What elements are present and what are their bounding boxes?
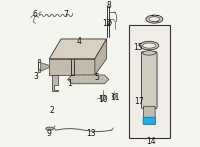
Text: 16: 16 bbox=[150, 15, 160, 24]
FancyBboxPatch shape bbox=[141, 52, 157, 108]
Text: 4: 4 bbox=[77, 37, 82, 46]
Circle shape bbox=[108, 21, 111, 25]
Text: 6: 6 bbox=[33, 10, 38, 19]
Text: 7: 7 bbox=[64, 10, 69, 19]
Ellipse shape bbox=[149, 17, 160, 21]
Ellipse shape bbox=[140, 41, 159, 50]
Text: 15: 15 bbox=[133, 42, 143, 52]
Text: 2: 2 bbox=[50, 106, 55, 116]
Ellipse shape bbox=[83, 40, 94, 49]
Ellipse shape bbox=[72, 40, 83, 49]
Ellipse shape bbox=[73, 41, 81, 47]
Polygon shape bbox=[49, 59, 95, 75]
FancyBboxPatch shape bbox=[143, 117, 155, 124]
FancyBboxPatch shape bbox=[129, 25, 170, 138]
Text: 1: 1 bbox=[67, 78, 72, 88]
Polygon shape bbox=[49, 39, 107, 59]
Ellipse shape bbox=[62, 42, 70, 49]
Circle shape bbox=[100, 95, 106, 100]
Polygon shape bbox=[52, 75, 58, 91]
Text: 11: 11 bbox=[110, 92, 119, 102]
Ellipse shape bbox=[84, 41, 92, 47]
Polygon shape bbox=[95, 39, 107, 75]
Ellipse shape bbox=[61, 41, 72, 50]
Text: 13: 13 bbox=[86, 128, 96, 138]
Polygon shape bbox=[68, 75, 109, 84]
Ellipse shape bbox=[146, 15, 163, 23]
Text: 17: 17 bbox=[134, 97, 144, 106]
Polygon shape bbox=[46, 127, 54, 130]
Ellipse shape bbox=[143, 43, 156, 48]
Polygon shape bbox=[38, 59, 40, 72]
Text: 8: 8 bbox=[106, 1, 111, 10]
Ellipse shape bbox=[143, 51, 156, 55]
Text: 9: 9 bbox=[47, 128, 52, 138]
Circle shape bbox=[112, 94, 116, 98]
Text: 12: 12 bbox=[102, 19, 111, 28]
Text: 14: 14 bbox=[146, 137, 156, 146]
Text: 3: 3 bbox=[34, 72, 38, 81]
FancyBboxPatch shape bbox=[143, 106, 155, 118]
Polygon shape bbox=[40, 62, 49, 71]
Text: 10: 10 bbox=[98, 95, 108, 105]
Text: 5: 5 bbox=[95, 73, 99, 82]
